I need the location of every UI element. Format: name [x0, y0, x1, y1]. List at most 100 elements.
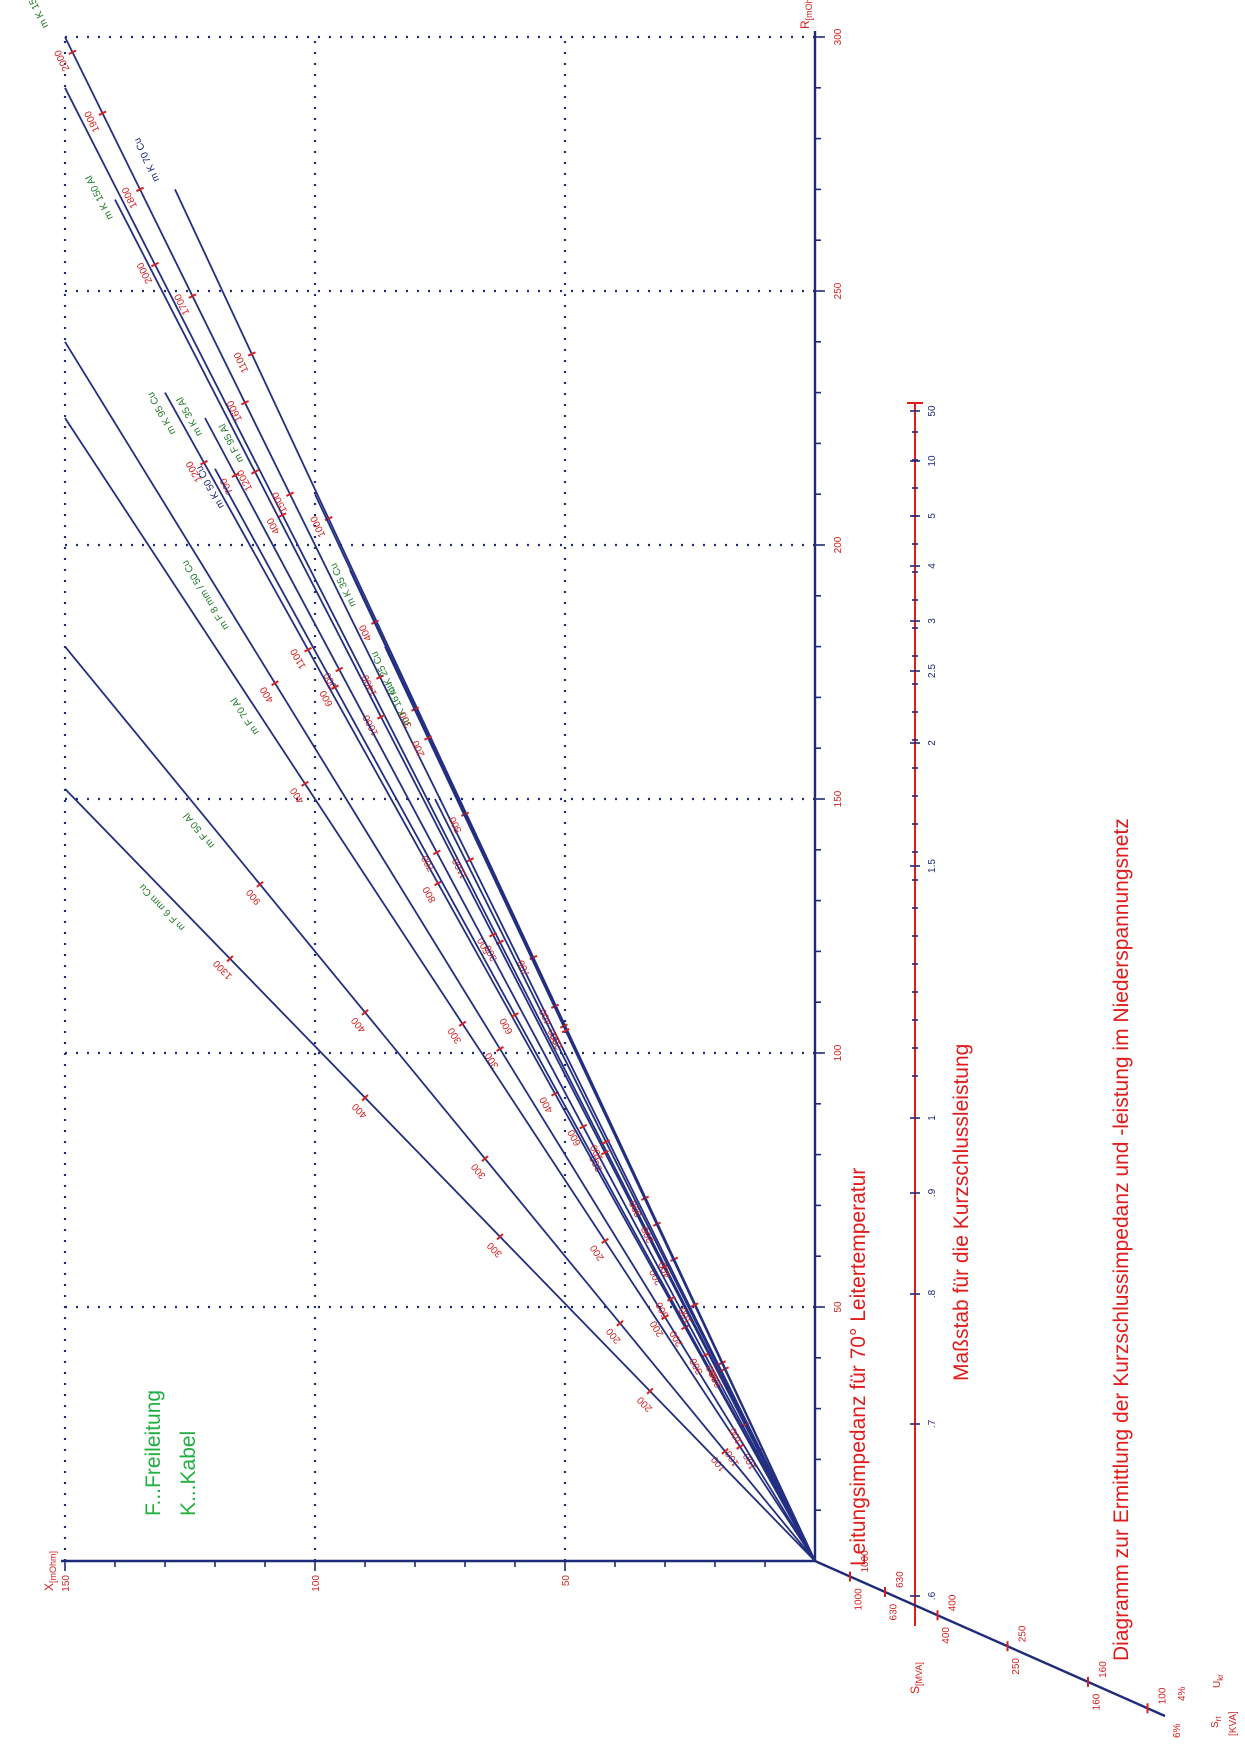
s-scale-tick-label: .8: [927, 1289, 938, 1298]
length-mark: [646, 1387, 654, 1395]
ukr-6pct-label: 6%: [1172, 1723, 1183, 1738]
ray-1: [64, 341, 816, 1562]
length-label: 900: [244, 886, 263, 906]
length-label: 200: [668, 1328, 686, 1348]
transformer-label-4pct: 100: [1158, 1687, 1169, 1704]
length-mark: [681, 1324, 689, 1331]
length-mark: [256, 881, 264, 888]
x-axis-title: X[mOhm]: [42, 1551, 58, 1591]
length-mark: [736, 1443, 744, 1450]
length-label: 400: [349, 1014, 368, 1034]
length-mark: [250, 469, 260, 475]
length-mark: [301, 780, 309, 787]
transformer-label-6pct: 250: [1011, 1658, 1022, 1675]
x-tick-label: 50: [561, 1575, 572, 1587]
ray-6: [114, 199, 816, 1562]
ray-label: m F 50 Al: [182, 810, 217, 850]
length-mark: [667, 1296, 675, 1302]
length-mark: [511, 1012, 519, 1018]
length-mark: [278, 512, 287, 518]
length-mark: [434, 880, 442, 887]
ray-3: [64, 646, 816, 1562]
r-tick-label: 100: [833, 1044, 844, 1061]
transformer-label-4pct: 1000: [860, 1550, 871, 1573]
length-label: 800: [421, 884, 439, 904]
kva-unit-label: [KVA]: [1228, 1711, 1239, 1736]
length-mark: [579, 1123, 588, 1130]
ray-label: m K 35 Al: [175, 395, 205, 438]
length-label: 400: [265, 515, 283, 535]
length-label: 400: [288, 785, 307, 805]
length-mark: [465, 857, 475, 863]
s-scale-tick-label: 2.5: [927, 664, 938, 678]
ray-9: [204, 417, 816, 1562]
ray-label: m K 150 Al: [84, 173, 116, 221]
length-mark: [240, 400, 250, 406]
r-tick-label: 300: [833, 28, 844, 45]
transformer-label-4pct: 400: [948, 1594, 959, 1611]
length-label: 200: [588, 1242, 607, 1262]
length-label: 200: [604, 1325, 623, 1345]
length-mark: [335, 666, 344, 673]
length-label: 400: [357, 622, 374, 642]
length-label: 300: [446, 1025, 465, 1045]
ray-0: [64, 87, 816, 1562]
ukr-4pct-label: 4%: [1177, 1686, 1188, 1701]
r-tick-label: 200: [833, 536, 844, 553]
transformer-label-6pct: 400: [941, 1627, 952, 1644]
x-tick-label: 150: [61, 1575, 72, 1592]
length-label: 200: [410, 738, 427, 758]
length-mark: [200, 459, 208, 466]
transformer-label-6pct: 630: [889, 1603, 900, 1620]
length-mark: [361, 1094, 369, 1102]
r-tick-label: 150: [833, 790, 844, 807]
transformer-label-4pct: 160: [1098, 1661, 1109, 1678]
s-scale-tick-label: 3: [927, 618, 938, 624]
s-scale-tick-label: 1: [927, 1115, 938, 1121]
diagram-title: Diagramm zur Ermittlung der Kurzschlussi…: [1110, 818, 1133, 1661]
length-mark: [304, 646, 312, 653]
length-label: 1700: [172, 291, 192, 316]
length-label: 400: [258, 684, 276, 704]
ray-label: m K 95 Cu: [146, 390, 179, 437]
s-scale-tick-label: 4: [927, 563, 938, 569]
length-mark: [247, 351, 256, 357]
s-scale-tick-label: .7: [927, 1419, 938, 1428]
transformer-label-6pct: 160: [1092, 1693, 1103, 1710]
length-mark: [601, 1237, 609, 1244]
length-mark: [601, 1139, 611, 1145]
ray-label: m K 70 Cu: [132, 136, 162, 183]
legend-kabel: K...Kabel: [177, 1431, 200, 1516]
length-label: 1100: [232, 350, 251, 375]
length-mark: [496, 1233, 504, 1241]
ray-4: [64, 788, 816, 1562]
s-scale-title: S[MVA]: [908, 1662, 924, 1694]
length-mark: [226, 955, 234, 963]
length-label: 400: [350, 1100, 370, 1120]
r-tick-label: 50: [833, 1301, 844, 1313]
legend-freileitung: F...Freileitung: [142, 1390, 165, 1516]
length-label: 1100: [450, 856, 470, 881]
length-mark: [231, 472, 240, 478]
length-label: 400: [538, 1094, 556, 1114]
length-mark: [496, 1045, 504, 1052]
ray-14: [434, 798, 816, 1562]
length-label: 1500: [270, 489, 290, 514]
length-mark: [661, 1314, 669, 1321]
length-mark: [150, 261, 160, 268]
sr-label: Srt: [1210, 1716, 1223, 1728]
length-mark: [690, 1302, 699, 1308]
length-label: 2000: [53, 48, 73, 73]
length-label: 300: [485, 1239, 505, 1259]
length-mark: [331, 684, 339, 691]
length-mark: [561, 1028, 570, 1034]
length-label: 600: [566, 1127, 584, 1147]
ray-label: m F 8 mm / 50 Cu: [180, 558, 231, 632]
length-mark: [361, 1009, 369, 1016]
length-mark: [375, 674, 385, 680]
ray-13: [384, 646, 816, 1562]
x-tick-label: 100: [311, 1575, 322, 1592]
ray-7: [164, 392, 816, 1562]
